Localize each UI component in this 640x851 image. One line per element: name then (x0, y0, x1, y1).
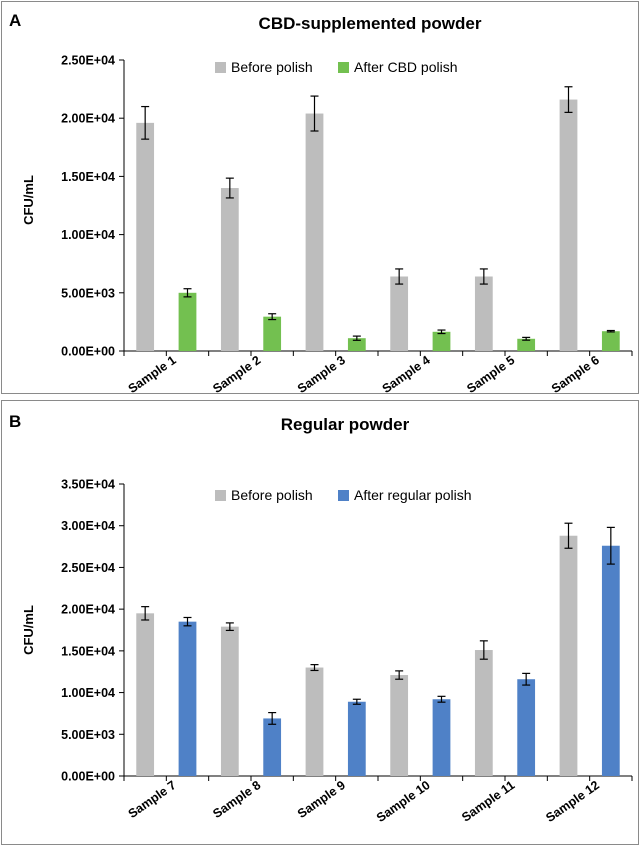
panel-a-letter: A (9, 11, 21, 30)
panel-b-x-tick-label: Sample 10 (374, 778, 433, 825)
panel-a-error-bar (564, 86, 573, 113)
panel-a-bar (474, 276, 493, 351)
panel-a-error-bar (606, 329, 615, 333)
panel-a-error-bar (310, 95, 319, 132)
panel-a-error-bar (522, 336, 531, 341)
panel-a-y-tick-label: 1.50E+04 (61, 170, 115, 184)
panel-a-x-tick-label: Sample 5 (464, 353, 517, 396)
panel-a-bar (136, 122, 155, 351)
panel-b-bar (559, 535, 578, 776)
panel-b-error-bar (225, 622, 234, 632)
panel-b-bar (347, 701, 366, 776)
panel-a-x-tick-label: Sample 4 (380, 353, 433, 396)
panel-a-bar (347, 338, 366, 351)
panel-a-bar (220, 188, 239, 351)
panel-b-error-bar (437, 695, 446, 703)
panel-a-x-tick-label: Sample 3 (295, 353, 348, 396)
panel-b-bar (517, 679, 536, 776)
panel-a-error-bar (268, 313, 277, 321)
panel-b-error-bar (310, 664, 319, 672)
panel-b-y-tick-label: 1.50E+04 (61, 644, 115, 658)
panel-a-x-tick-label: Sample 6 (549, 353, 602, 396)
panel-b-y-tick-label: 0.00E+00 (61, 770, 115, 784)
panel-a-ylabel: CFU/mL (21, 175, 36, 225)
panel-b-legend-label-before: Before polish (231, 487, 313, 503)
panel-a-y-tick-label: 2.50E+04 (61, 54, 115, 68)
panel-a-error-bar (395, 268, 404, 285)
panel-b-error-bar (606, 526, 615, 565)
panel-b-bar (178, 621, 197, 776)
panel-b-legend: Before polish After regular polish (215, 487, 472, 503)
panel-a-bar (601, 331, 620, 351)
panel-a-x-tick-label: Sample 2 (210, 353, 263, 396)
panel-a-title: CBD-supplemented powder (259, 14, 482, 33)
panel-a-error-bar (479, 268, 488, 285)
panel-b-title: Regular powder (281, 415, 410, 434)
panel-b-y-tick-label: 5.00E+03 (61, 728, 115, 742)
panel-a-legend-swatch-after (338, 62, 349, 73)
panel-a-legend: Before polish After CBD polish (215, 59, 457, 75)
panel-b-letter: B (9, 412, 21, 431)
panel-a-legend-label-after: After CBD polish (354, 59, 457, 75)
panel-b-x-tick-label: Sample 9 (295, 778, 348, 821)
panel-b-bar (220, 626, 239, 776)
panel-b-error-bar (141, 606, 150, 621)
panel-a-error-bar (225, 177, 234, 199)
panel-b-legend-swatch-after (338, 490, 349, 501)
panel-a-x-tick-label: Sample 1 (126, 353, 179, 396)
panel-a-bar (305, 113, 324, 351)
panel-a-plot-area: 0.00E+00 5.00E+03 1.00E+04 1.50E+04 2.00E+04… (61, 54, 633, 396)
panel-b-y-tick-label: 2.50E+04 (61, 561, 115, 575)
panel-b-y-tick-label: 2.00E+04 (61, 603, 115, 617)
panel-b-bar (263, 718, 282, 776)
panel-a-error-bar (352, 335, 361, 341)
panel-a-y-tick-label: 5.00E+03 (61, 286, 115, 300)
panel-a-y-tick-label: 2.00E+04 (61, 112, 115, 126)
panel-b-y-tick-label: 3.50E+04 (61, 478, 115, 492)
panel-a-bar (517, 338, 536, 351)
panel-b-error-bar (479, 640, 488, 660)
panel-b-bar (305, 667, 324, 776)
panel-a-legend-swatch-before (215, 62, 226, 73)
panel-b-ylabel: CFU/mL (21, 605, 36, 655)
panel-a-bar (390, 276, 409, 351)
panel-a-legend-label-before: Before polish (231, 59, 313, 75)
panel-b-y-tick-label: 1.00E+04 (61, 686, 115, 700)
panel-b-error-bar (268, 711, 277, 725)
panel-b-bar (432, 699, 451, 776)
panel-a-error-bar (141, 105, 150, 140)
panel-b-x-tick-label: Sample 11 (459, 778, 517, 825)
panel-a-bar (263, 316, 282, 351)
panel-b-y-tick-label: 3.00E+04 (61, 519, 115, 533)
panel-b-legend-swatch-before (215, 490, 226, 501)
panel-a-error-bar (437, 329, 446, 335)
panel-b-x-tick-label: Sample 8 (210, 778, 263, 821)
panel-b-error-bar (183, 616, 192, 627)
panel-a-border (1, 1, 639, 394)
panel-b-x-tick-label: Sample 12 (543, 778, 602, 825)
panel-b-error-bar (564, 522, 573, 549)
panel-a-bar (559, 99, 578, 352)
panel-b: B Regular powder CFU/mL Before polish Af… (1, 400, 639, 845)
panel-a-y-tick-label: 0.00E+00 (61, 345, 115, 359)
panel-b-error-bar (352, 698, 361, 705)
panel-a: A CBD-supplemented powder CFU/mL Before … (1, 1, 639, 396)
panel-b-bar (390, 675, 409, 776)
panel-a-error-bar (183, 288, 192, 298)
panel-b-error-bar (395, 670, 404, 680)
panel-b-bar (136, 613, 155, 776)
panel-b-bar (601, 545, 620, 776)
panel-a-y-tick-label: 1.00E+04 (61, 228, 115, 242)
panel-b-error-bar (522, 672, 531, 686)
panel-b-legend-label-after: After regular polish (354, 487, 472, 503)
panel-b-plot-area: 0.00E+00 5.00E+03 1.00E+04 1.50E+04 2.00E+04… (61, 478, 633, 825)
panel-a-bar (178, 292, 197, 351)
panel-b-bar (474, 650, 493, 776)
panel-a-bar (432, 331, 451, 351)
panel-b-x-tick-label: Sample 7 (126, 778, 179, 821)
panel-b-border (1, 400, 639, 845)
